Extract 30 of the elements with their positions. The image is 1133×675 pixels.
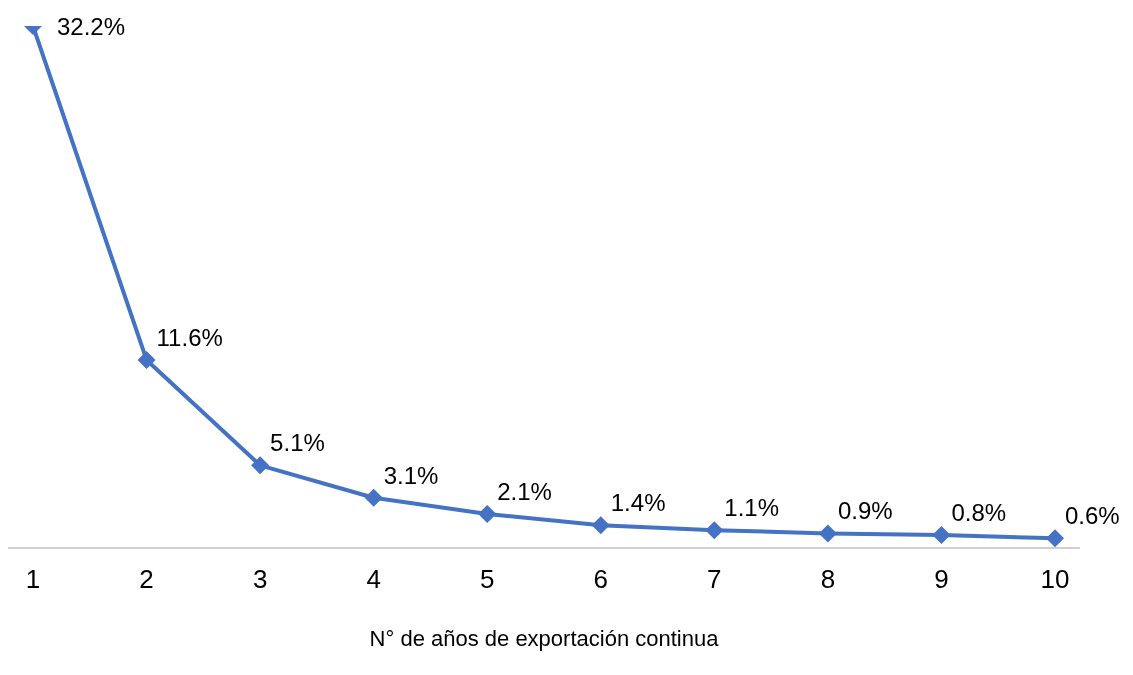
x-tick-label: 4	[366, 564, 381, 595]
x-tick-label: 3	[252, 564, 268, 595]
data-label: 1.4%	[610, 489, 666, 517]
data-label: 11.6%	[156, 323, 223, 351]
data-label: 32.2%	[57, 13, 126, 40]
x-tick-label: 9	[934, 564, 949, 595]
x-tick-label: 1	[25, 564, 41, 595]
point	[705, 521, 724, 540]
data-label: 0.6%	[1065, 502, 1120, 530]
x-tick-label: 10	[1040, 564, 1070, 595]
point	[137, 350, 156, 369]
point	[478, 504, 497, 523]
point	[364, 488, 383, 507]
data-label: 0.9%	[837, 497, 893, 525]
point	[1046, 529, 1064, 548]
point	[818, 524, 837, 543]
x-tick-label: 2	[139, 564, 154, 595]
x-tick-label: 8	[820, 564, 836, 595]
data-label: 5.1%	[270, 429, 325, 457]
x-tick-label: 7	[707, 564, 722, 595]
data-label: 0.8%	[951, 499, 1007, 527]
data-label: 3.1%	[383, 461, 439, 489]
x-tick-label: 6	[593, 564, 609, 595]
point	[251, 456, 270, 475]
x-axis-title: N° de años de exportación continua	[369, 626, 720, 651]
point	[591, 516, 610, 535]
x-tick-label: 5	[479, 564, 495, 595]
data-label: 1.1%	[724, 494, 780, 522]
point	[932, 526, 951, 545]
data-label: 2.1%	[497, 477, 552, 505]
